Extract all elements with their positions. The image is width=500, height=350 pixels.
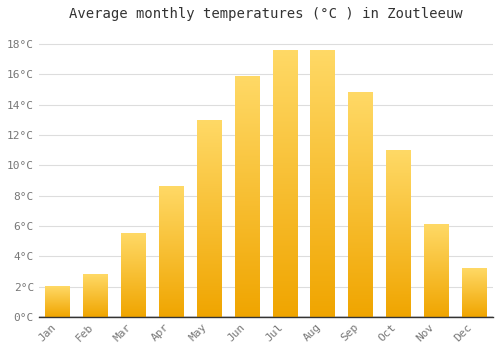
Title: Average monthly temperatures (°C ) in Zoutleeuw: Average monthly temperatures (°C ) in Zo…	[69, 7, 462, 21]
